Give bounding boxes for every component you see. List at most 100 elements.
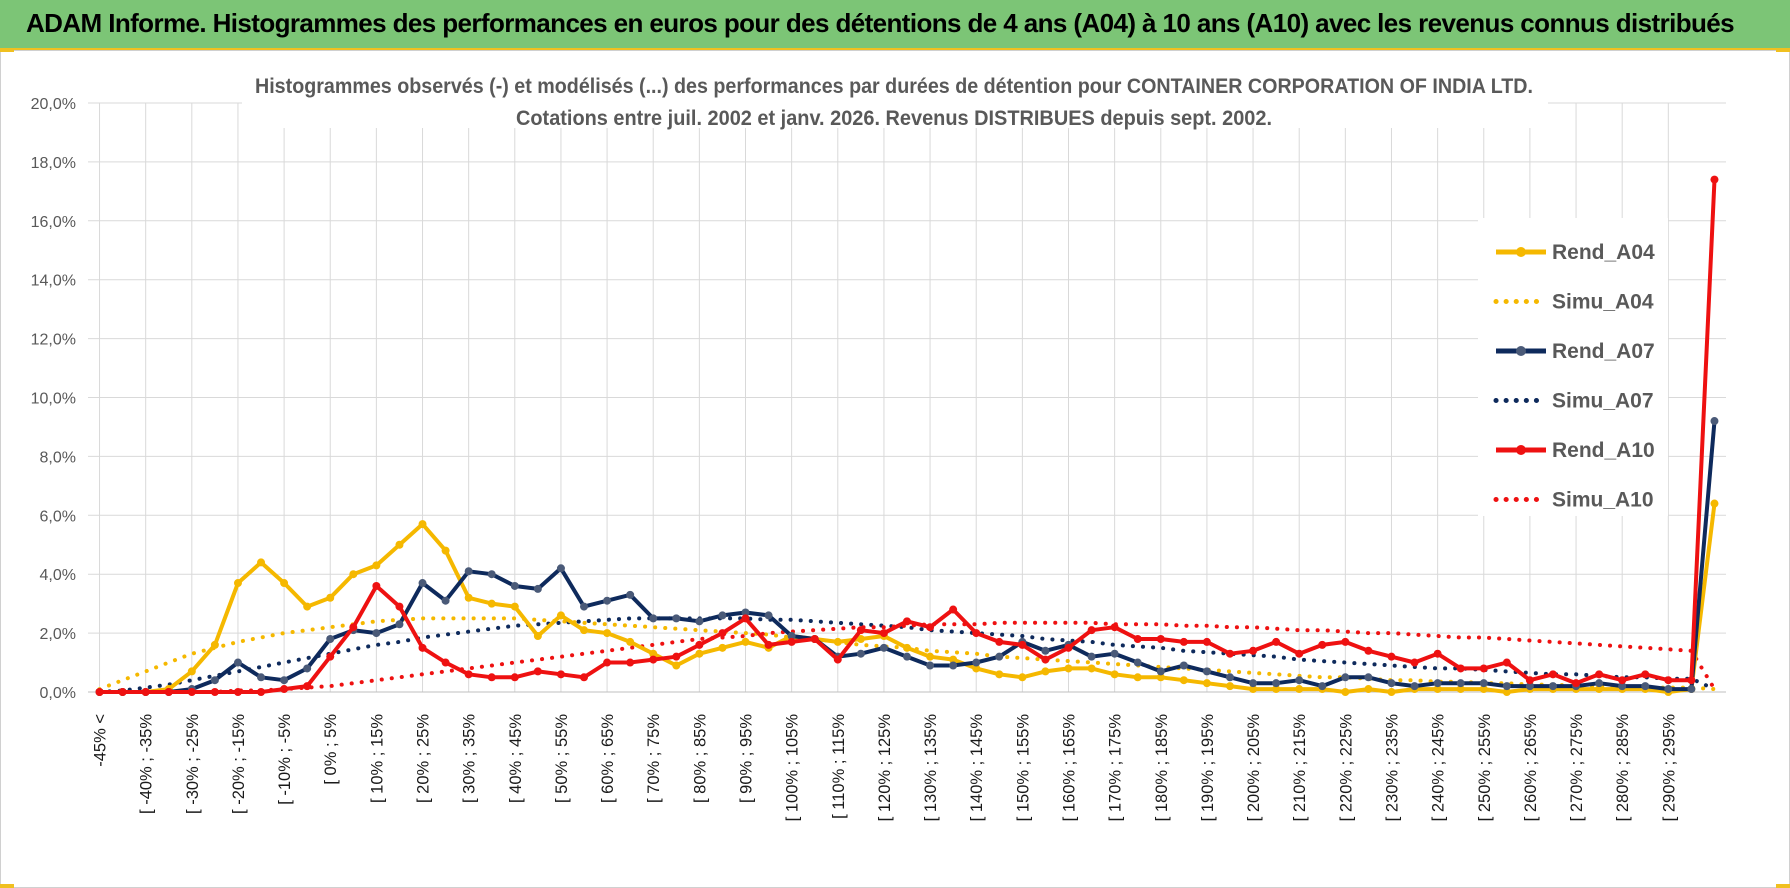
y-tick-label: 18,0%: [31, 155, 76, 172]
data-point-rend_a10: [257, 688, 266, 696]
data-point-rend_a10: [1548, 670, 1557, 679]
x-tick-label: [ 140% ; 145%: [968, 714, 986, 822]
x-tick-label: [ 40% ; 45%: [507, 714, 525, 803]
x-tick-label: [ 70% ; 75%: [645, 714, 663, 803]
data-point-rend_a10: [1456, 664, 1465, 673]
data-point-rend_a07: [464, 567, 473, 576]
data-point-rend_a10: [1110, 623, 1119, 632]
series-line-simu_a07: [97, 616, 1717, 694]
data-point-rend_a10: [672, 652, 681, 661]
data-point-rend_a10: [1018, 640, 1027, 649]
data-point-rend_a07: [233, 658, 242, 667]
data-point-rend_a04: [233, 579, 242, 588]
data-point-rend_a07: [303, 664, 312, 673]
data-point-rend_a07: [972, 658, 981, 667]
data-point-rend_a07: [672, 614, 681, 623]
data-point-rend_a04: [441, 546, 450, 555]
y-axis: 0,0% 2,0% 4,0% 6,0% 8,0% 10,0% 12,0% 14,0% 16,0%…: [31, 96, 76, 702]
data-point-rend_a10: [1179, 637, 1188, 646]
x-tick-label: [ 10% ; 15%: [368, 714, 386, 803]
data-point-rend_a10: [395, 602, 404, 611]
y-tick-label: 8,0%: [40, 449, 76, 466]
data-point-rend_a04: [349, 570, 358, 579]
data-point-rend_a04: [210, 640, 219, 649]
data-point-rend_a10: [1318, 640, 1327, 649]
data-point-rend_a04: [510, 602, 519, 611]
data-point-rend_a10: [1479, 664, 1488, 673]
data-point-rend_a07: [1364, 673, 1373, 682]
series-line-rend_a10: [99, 179, 1717, 694]
data-point-rend_a10: [1341, 637, 1350, 646]
series-layer: [95, 175, 1719, 696]
data-point-rend_a10: [695, 640, 704, 649]
data-point-rend_a07: [257, 673, 266, 682]
data-point-rend_a07: [326, 634, 335, 643]
data-point-rend_a10: [118, 688, 127, 696]
data-point-rend_a04: [257, 558, 266, 567]
data-point-rend_a04: [1064, 664, 1073, 673]
data-point-rend_a07: [1041, 646, 1050, 655]
data-point-rend_a07: [487, 570, 496, 579]
data-point-rend_a04: [903, 643, 911, 652]
data-point-rend_a10: [1502, 658, 1511, 667]
data-point-rend_a10: [326, 652, 335, 661]
x-tick-label: [ 100% ; 105%: [784, 714, 802, 822]
data-point-rend_a07: [1641, 682, 1650, 691]
data-point-rend_a10: [510, 673, 519, 682]
data-point-rend_a07: [1179, 661, 1188, 670]
data-point-rend_a10: [1225, 649, 1234, 658]
data-point-rend_a04: [833, 637, 842, 646]
data-point-rend_a04: [1225, 682, 1234, 691]
data-point-rend_a04: [187, 667, 196, 676]
data-point-rend_a10: [1064, 643, 1073, 652]
legend-box: [1478, 218, 1668, 516]
data-point-rend_a10: [1641, 670, 1650, 679]
x-tick-label: [ 190% ; 195%: [1199, 714, 1217, 822]
data-point-rend_a10: [464, 670, 473, 679]
data-point-rend_a07: [1433, 679, 1442, 688]
data-point-rend_a04: [303, 602, 312, 611]
data-point-rend_a04: [533, 632, 542, 641]
data-point-rend_a04: [1710, 499, 1719, 508]
data-point-rend_a04: [1133, 673, 1142, 682]
data-point-rend_a10: [187, 688, 196, 696]
data-point-rend_a10: [1202, 637, 1211, 646]
data-point-rend_a10: [764, 640, 773, 649]
x-tick-label: [ 50% ; 55%: [553, 714, 571, 803]
x-tick-label: [ 230% ; 235%: [1383, 714, 1401, 822]
data-point-rend_a07: [1272, 679, 1281, 688]
data-point-rend_a04: [603, 629, 612, 638]
x-tick-label: -45% <: [92, 714, 110, 767]
data-point-rend_a07: [1156, 667, 1165, 676]
data-point-rend_a10: [141, 688, 150, 696]
data-point-rend_a07: [1318, 682, 1327, 691]
data-point-rend_a10: [741, 614, 750, 623]
title-backdrop: [242, 60, 1548, 128]
data-point-rend_a10: [787, 637, 796, 646]
data-point-rend_a10: [233, 688, 242, 696]
data-point-rend_a07: [372, 629, 381, 638]
x-axis: -45% < [ -40% ; -35% [ -30% ; -25% [ -20% ;…: [88, 691, 1726, 822]
legend-label-simu_a10: Simu_A10: [1552, 489, 1654, 512]
performance-histogram-chart: 0,0% 2,0% 4,0% 6,0% 8,0% 10,0% 12,0% 14,0% 16,0%…: [31, 60, 1726, 822]
data-point-rend_a04: [626, 637, 635, 646]
data-point-rend_a07: [926, 661, 935, 670]
data-point-rend_a07: [510, 581, 519, 590]
data-point-rend_a04: [926, 652, 935, 661]
legend-marker-rend_a07: [1516, 346, 1526, 356]
data-point-rend_a10: [833, 655, 842, 664]
data-point-rend_a07: [1087, 652, 1096, 661]
x-tick-label: [ -30% ; -25%: [184, 714, 202, 814]
data-point-rend_a07: [395, 620, 404, 629]
x-tick-label: [ 160% ; 165%: [1060, 714, 1078, 822]
data-point-rend_a04: [556, 611, 565, 620]
x-tick-label: [ 240% ; 245%: [1430, 714, 1448, 822]
data-point-rend_a04: [972, 664, 981, 673]
data-point-rend_a07: [556, 564, 565, 573]
data-point-rend_a07: [580, 602, 589, 611]
data-point-rend_a10: [280, 685, 289, 694]
data-point-rend_a10: [1272, 637, 1281, 646]
series-line-rend_a04: [99, 503, 1717, 694]
data-point-rend_a04: [1502, 688, 1511, 696]
legend-label-rend_a10: Rend_A10: [1552, 439, 1655, 462]
